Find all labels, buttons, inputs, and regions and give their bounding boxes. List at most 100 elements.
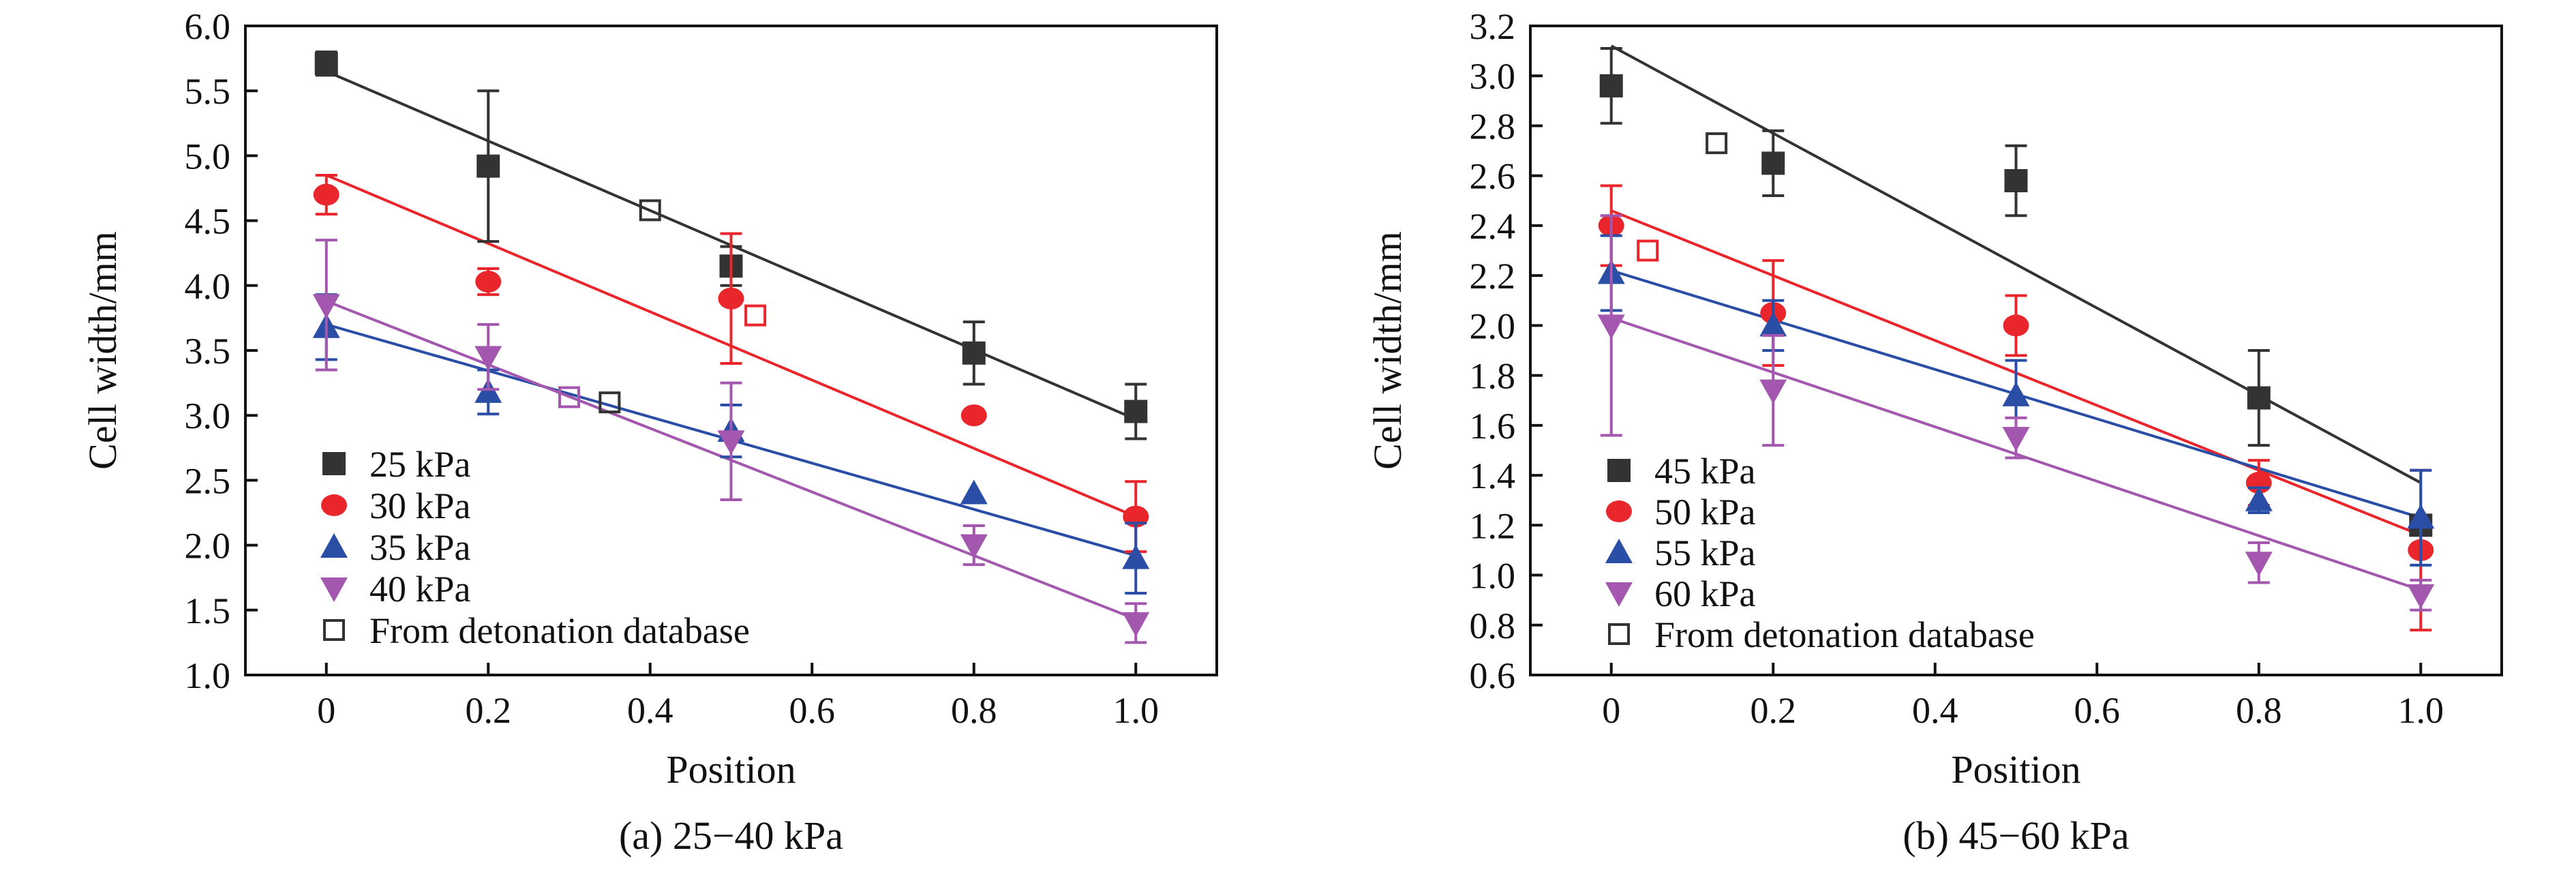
data-point-35-kpa	[960, 479, 988, 505]
panel-caption: (a) 25−40 kPa	[619, 813, 843, 858]
legend-label: 25 kPa	[369, 444, 471, 485]
x-axis-label: Position	[666, 747, 795, 792]
data-point-40-kpa	[717, 430, 745, 455]
y-tick-label: 1.0	[1470, 556, 1516, 597]
legend-marker	[320, 533, 348, 558]
legend-marker	[1605, 539, 1633, 563]
data-point-30-kpa	[475, 271, 502, 293]
y-tick-label: 2.2	[1470, 256, 1516, 297]
database-point	[1706, 132, 1728, 155]
data-point-45-kpa	[1761, 151, 1785, 175]
x-tick-label: 0	[1602, 690, 1620, 731]
data-point-40-kpa	[312, 294, 340, 319]
x-tick-label: 1.0	[2398, 690, 2444, 731]
x-tick-label: 0	[317, 690, 335, 731]
x-tick-label: 0.4	[627, 690, 673, 731]
x-tick-label: 0.2	[466, 690, 512, 731]
legend-marker	[1606, 500, 1632, 522]
y-tick-label: 1.2	[1470, 505, 1516, 546]
x-tick-label: 1.0	[1113, 690, 1160, 731]
legend-marker	[1605, 582, 1633, 607]
data-point-60-kpa	[2245, 552, 2273, 577]
y-tick-label: 6.0	[185, 6, 231, 47]
x-tick-label: 0.6	[789, 690, 836, 731]
data-point-30-kpa	[313, 183, 339, 206]
y-tick-label: 2.0	[185, 526, 231, 567]
database-point	[744, 304, 767, 327]
y-tick-label: 1.6	[1470, 406, 1516, 447]
legend-marker	[323, 619, 345, 641]
data-point-40-kpa	[474, 346, 502, 371]
data-point-50-kpa	[2003, 314, 2029, 337]
y-tick-label: 5.5	[185, 71, 231, 112]
x-tick-label: 0.4	[1912, 690, 1958, 731]
data-point-60-kpa	[2407, 584, 2435, 609]
chart-panel-b: 0 0.2 0.4 0.6 0.8 1.0 0.6 0.8 1.0 1.2 1.4 1.6 1.8 2.0…	[1365, 6, 2503, 858]
database-point	[558, 386, 580, 408]
data-point-25-kpa	[1124, 400, 1148, 423]
y-tick-label: 2.8	[1470, 106, 1516, 147]
data-point-30-kpa	[960, 404, 987, 427]
y-axis-label: Cell width/mm	[1365, 231, 1410, 470]
legend-marker	[1607, 459, 1631, 482]
database-point	[639, 199, 661, 222]
legend-label: 60 kPa	[1654, 573, 1756, 614]
data-point-40-kpa	[960, 534, 988, 559]
data-point-25-kpa	[476, 154, 500, 178]
data-point-45-kpa	[2247, 386, 2271, 410]
data-point-25-kpa	[314, 52, 338, 76]
database-point	[1637, 239, 1659, 262]
data-point-55-kpa	[1759, 312, 1787, 337]
y-tick-label: 1.0	[185, 655, 231, 696]
x-tick-label: 0.6	[2074, 690, 2121, 731]
legend-marker	[320, 578, 348, 602]
y-tick-label: 2.5	[185, 460, 231, 501]
legend-marker	[321, 494, 347, 516]
data-point-55-kpa	[2002, 381, 2030, 406]
data-point-40-kpa	[1122, 612, 1150, 637]
data-point-60-kpa	[2002, 427, 2030, 452]
legend-label: 45 kPa	[1654, 451, 1756, 492]
legend-label: 30 kPa	[369, 485, 471, 526]
y-tick-label: 0.8	[1470, 605, 1516, 646]
y-tick-label: 3.0	[1470, 56, 1516, 97]
y-tick-label: 3.0	[185, 395, 231, 436]
y-tick-label: 0.6	[1470, 655, 1516, 696]
y-axis-label: Cell width/mm	[80, 231, 125, 470]
chart-panel-a: 0 0.2 0.4 0.6 0.8 1.0 1.0 1.5 2.0 2.5 3.0 3.5 4.0 4.5…	[80, 6, 1218, 858]
y-tick-label: 5.0	[185, 136, 231, 177]
legend-label: From detonation database	[1654, 614, 2035, 655]
data-point-55-kpa	[2407, 504, 2435, 529]
y-tick-label: 1.4	[1470, 455, 1516, 496]
data-point-45-kpa	[1599, 74, 1623, 97]
y-tick-label: 3.5	[185, 331, 231, 372]
data-point-30-kpa	[718, 287, 744, 310]
data-point-55-kpa	[2245, 486, 2273, 511]
data-point-60-kpa	[1597, 314, 1625, 340]
panel-caption: (b) 45−60 kPa	[1903, 813, 2129, 858]
legend-marker	[322, 452, 346, 475]
x-axis-label: Position	[1951, 747, 2080, 792]
data-point-25-kpa	[962, 341, 986, 365]
y-tick-label: 1.5	[185, 590, 231, 631]
y-tick-label: 2.4	[1470, 206, 1516, 247]
data-point-35-kpa	[1122, 544, 1150, 569]
y-tick-label: 4.5	[185, 201, 231, 242]
data-point-60-kpa	[1759, 379, 1787, 404]
fit-line-45-kpa	[1610, 44, 2422, 484]
plot-frame	[1529, 25, 2503, 676]
database-point	[598, 391, 621, 414]
legend-label: 40 kPa	[369, 569, 471, 610]
data-point-45-kpa	[2004, 169, 2028, 193]
legend-label: 35 kPa	[369, 527, 471, 568]
x-tick-label: 0.8	[2236, 690, 2282, 731]
y-tick-label: 4.0	[185, 266, 231, 307]
legend-label: From detonation database	[369, 610, 750, 651]
y-tick-label: 1.8	[1470, 356, 1516, 397]
x-tick-label: 0.8	[951, 690, 997, 731]
y-tick-label: 3.2	[1470, 6, 1516, 47]
x-tick-label: 0.2	[1751, 690, 1797, 731]
legend-marker	[1608, 623, 1630, 645]
y-tick-label: 2.0	[1470, 305, 1516, 346]
